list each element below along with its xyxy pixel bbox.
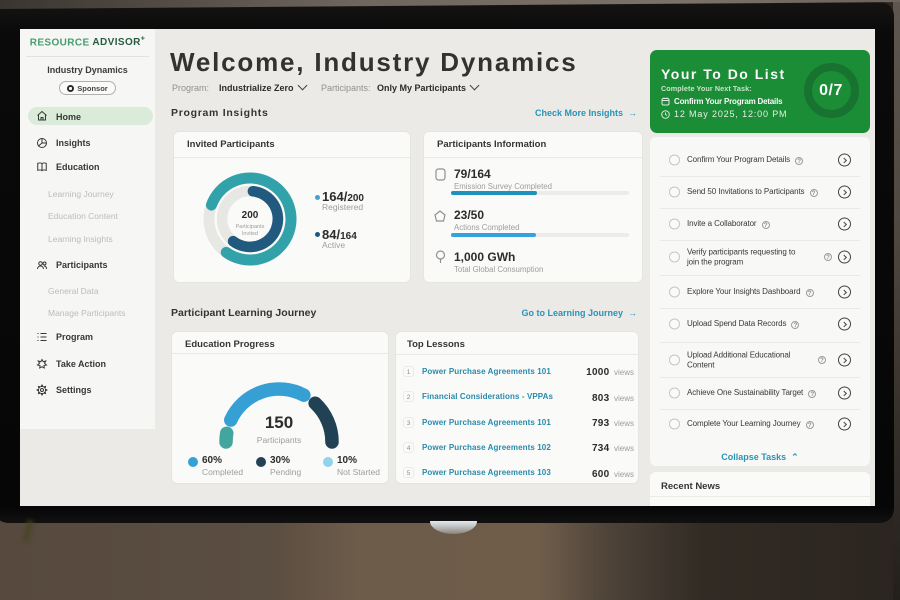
svg-text:Participants: Participants [235, 224, 264, 230]
svg-text:Invited: Invited [241, 231, 257, 237]
svg-text:200: 200 [241, 210, 258, 221]
